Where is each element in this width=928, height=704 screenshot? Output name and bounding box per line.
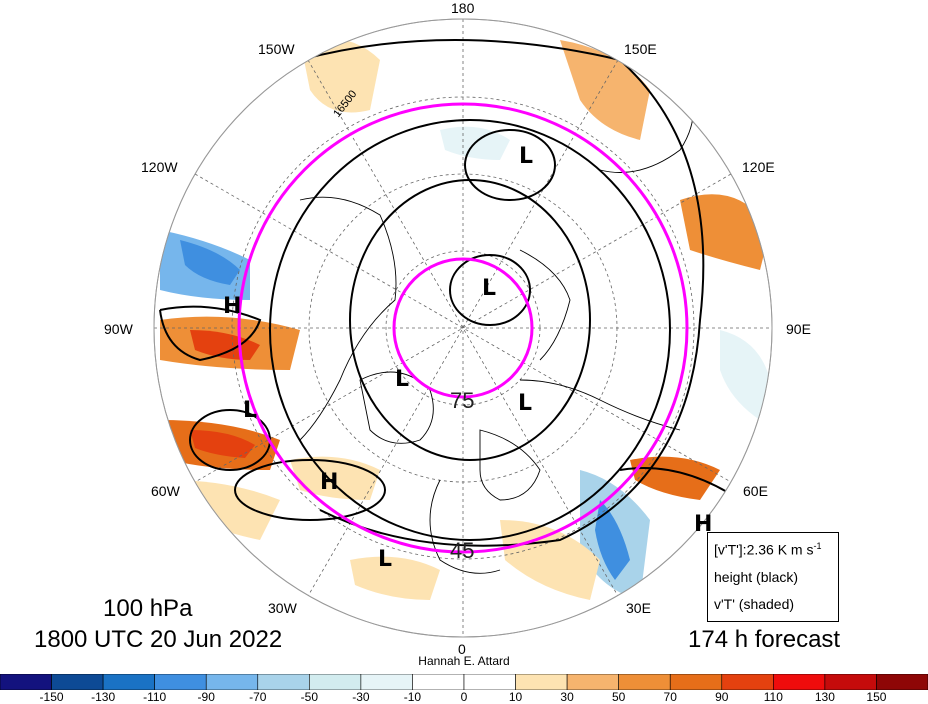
legend-line-3: v'T' (shaded) — [714, 596, 795, 612]
colorbar-segment — [824, 674, 877, 690]
colorbar-tick-label: 130 — [814, 690, 835, 704]
lon-label-60e: 60E — [743, 483, 768, 499]
low-center-2: L — [482, 276, 497, 301]
forecast-hour: 174 h forecast — [688, 626, 841, 653]
high-center-3: H — [694, 512, 713, 537]
colorbar-segment — [0, 674, 52, 690]
colorbar-tick-label: -90 — [197, 690, 215, 704]
latitude-label-45: 45 — [450, 538, 475, 563]
legend-box: [v'T']:2.36 K m s-1 height (black) v'T' … — [707, 532, 839, 622]
lon-label-30w: 30W — [268, 600, 297, 616]
colorbar-segment — [463, 674, 516, 690]
colorbar-segment — [51, 674, 104, 690]
high-center-1: H — [223, 294, 242, 319]
colorbar-segment — [360, 674, 413, 690]
colorbar-tick-label: -70 — [249, 690, 267, 704]
colorbar-segment — [205, 674, 259, 690]
colorbar-segment — [102, 674, 155, 690]
lon-label-120w: 120W — [141, 159, 178, 175]
colorbar-tick-label: 110 — [763, 690, 783, 704]
colorbar-segment — [412, 674, 465, 690]
colorbar-tick-label: 150 — [866, 690, 887, 704]
colorbar-segment — [876, 674, 928, 690]
colorbar-segment — [566, 674, 619, 690]
colorbar-segment — [257, 674, 310, 690]
colorbar-tick-label: 10 — [508, 690, 523, 704]
legend-line-1: [v'T']:2.36 K m s-1 — [714, 541, 822, 558]
lon-label-60w: 60W — [151, 483, 180, 499]
colorbar-tick-label: 70 — [663, 690, 677, 704]
colorbar-tick-label: 0 — [460, 690, 468, 704]
valid-time: 1800 UTC 20 Jun 2022 — [34, 626, 283, 653]
colorbar-tick-label: 90 — [715, 690, 729, 704]
colorbar-tick-label: -130 — [91, 690, 116, 704]
lon-label-30e: 30E — [626, 600, 651, 616]
lon-label-150w: 150W — [258, 41, 295, 57]
colorbar-segment — [618, 674, 671, 690]
colorbar-segment — [309, 674, 362, 690]
lon-label-90w: 90W — [104, 321, 133, 337]
lon-label-180: 180 — [451, 0, 475, 16]
lon-label-90e: 90E — [786, 321, 811, 337]
colorbar-tick-label: -30 — [352, 690, 370, 704]
colorbar-segment — [515, 674, 568, 690]
colorbar-tick-label: 50 — [611, 690, 626, 704]
colorbar — [0, 674, 928, 690]
high-center-2: H — [320, 470, 339, 495]
low-center-4: L — [518, 391, 533, 416]
latitude-label-75: 75 — [450, 388, 475, 413]
low-center-5: L — [243, 398, 258, 423]
legend-line-2: height (black) — [714, 569, 799, 585]
colorbar-tick-label: -10 — [403, 690, 422, 704]
lon-label-120e: 120E — [742, 159, 775, 175]
colorbar-segment — [773, 674, 826, 690]
author-credit: Hannah E. Attard — [418, 654, 510, 668]
low-center-6: L — [378, 547, 393, 572]
low-center-1: L — [519, 144, 534, 169]
colorbar-tick-label: 30 — [560, 690, 574, 704]
colorbar-segment — [721, 674, 774, 690]
colorbar-tick-label: -110 — [143, 690, 167, 704]
pressure-level: 100 hPa — [103, 595, 193, 622]
lon-label-0: 0 — [458, 641, 466, 657]
colorbar-tick-label: -50 — [300, 690, 318, 704]
lon-label-150e: 150E — [624, 41, 657, 57]
colorbar-segment — [154, 674, 207, 690]
colorbar-segment — [669, 674, 723, 690]
low-center-3: L — [395, 367, 410, 392]
colorbar-tick-label: -150 — [39, 690, 64, 704]
shading-layer — [154, 19, 772, 637]
